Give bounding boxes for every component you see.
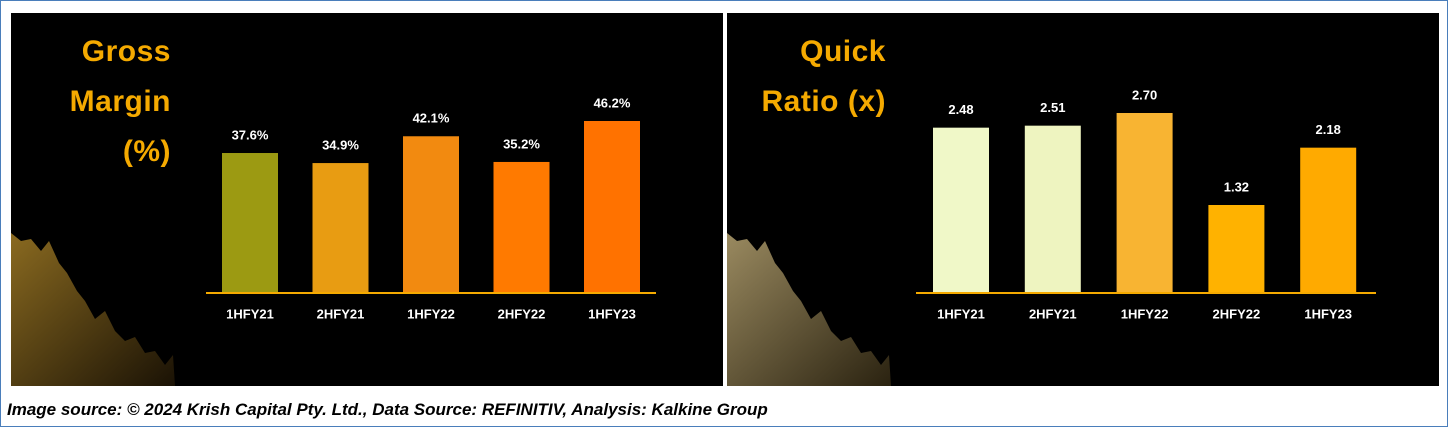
data-label: 42.1% bbox=[413, 111, 450, 126]
data-label: 2.70 bbox=[1132, 87, 1157, 102]
x-tick-label: 2HFY22 bbox=[498, 306, 546, 321]
bar bbox=[1300, 147, 1357, 293]
bar bbox=[584, 121, 640, 293]
bar bbox=[1024, 125, 1081, 294]
bar bbox=[493, 161, 550, 293]
bar bbox=[1208, 205, 1265, 293]
x-tick-label: 2HFY22 bbox=[1213, 306, 1261, 321]
chart-title: Gross Margin (%) bbox=[69, 35, 171, 168]
chart-title: Quick Ratio (x) bbox=[761, 35, 886, 118]
data-label: 2.18 bbox=[1316, 122, 1341, 137]
decoration bbox=[11, 233, 175, 386]
data-label: 46.2% bbox=[594, 95, 631, 110]
x-tick-label: 1HFY21 bbox=[226, 306, 274, 321]
bar bbox=[933, 127, 989, 294]
x-tick-label: 1HFY23 bbox=[588, 306, 636, 321]
bar bbox=[403, 136, 459, 293]
x-tick-label: 1HFY21 bbox=[937, 306, 985, 321]
data-label: 2.51 bbox=[1040, 100, 1065, 115]
data-label: 34.9% bbox=[322, 138, 359, 153]
bar bbox=[1116, 113, 1173, 293]
x-tick-label: 2HFY21 bbox=[1029, 306, 1077, 321]
data-label: 37.6% bbox=[232, 127, 269, 142]
x-tick-label: 1HFY22 bbox=[407, 306, 455, 321]
x-tick-label: 2HFY21 bbox=[317, 306, 365, 321]
decoration bbox=[727, 233, 891, 386]
x-tick-label: 1HFY23 bbox=[1304, 306, 1352, 321]
data-label: 2.48 bbox=[948, 102, 973, 117]
bar bbox=[312, 163, 369, 293]
caption: Image source: © 2024 Krish Capital Pty. … bbox=[7, 400, 768, 419]
x-tick-label: 1HFY22 bbox=[1121, 306, 1169, 321]
data-label: 35.2% bbox=[503, 136, 540, 151]
data-label: 1.32 bbox=[1224, 179, 1249, 194]
bar bbox=[222, 153, 278, 293]
